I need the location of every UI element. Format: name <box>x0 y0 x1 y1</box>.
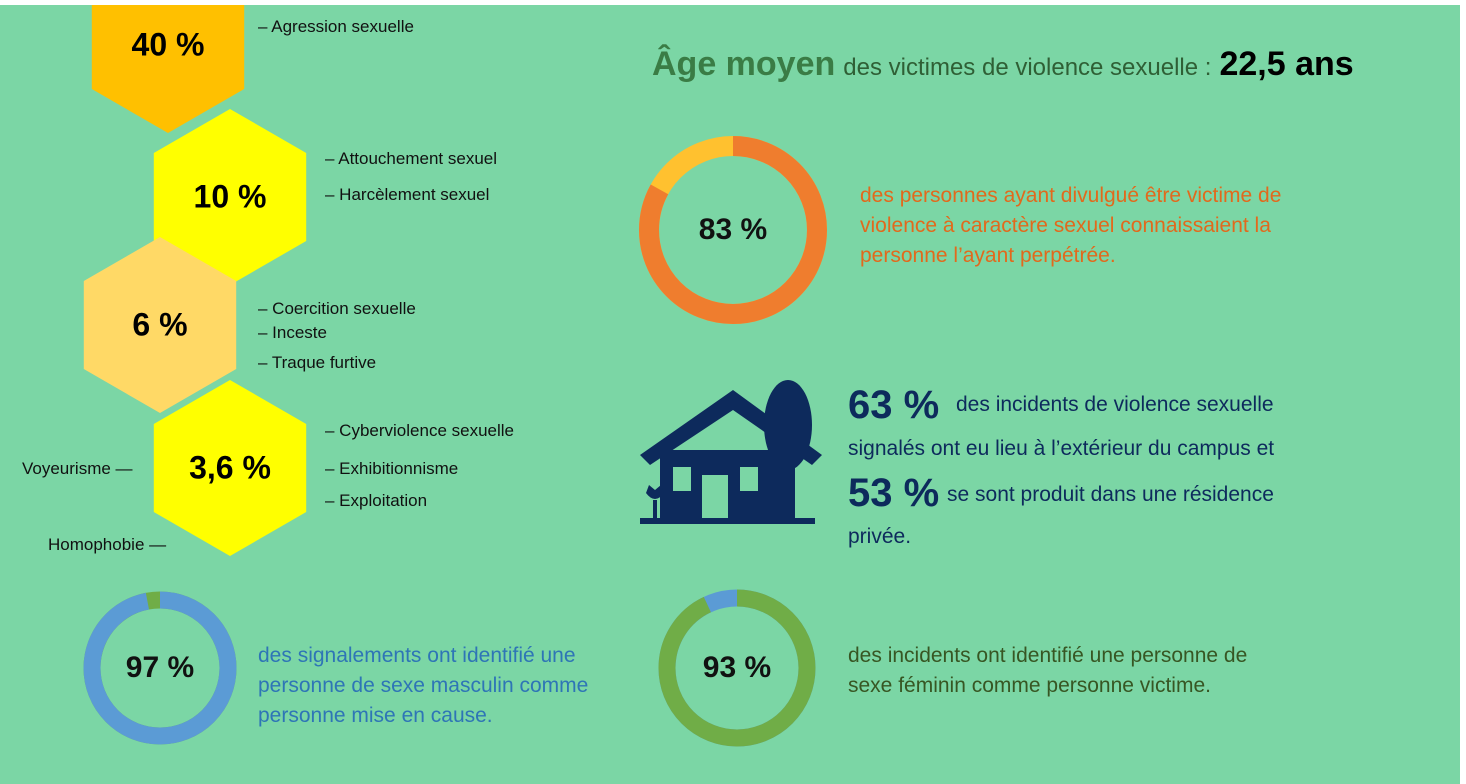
hexagon-item: – Harcèlement sexuel <box>325 185 490 204</box>
donut-text: des personnes ayant divulgué être victim… <box>860 184 1282 207</box>
age-line: Âge moyen des victimes de violence sexuel… <box>652 45 1354 84</box>
hexagon-item: – Exhibitionnisme <box>325 459 459 478</box>
donut-text: personne de sexe masculin comme <box>258 674 589 697</box>
donut-text: sexe féminin comme personne victime. <box>848 674 1211 697</box>
location-text: se sont produit dans une résidence <box>947 483 1274 506</box>
donut-arc <box>639 136 827 324</box>
age-text: des victimes de violence sexuelle : <box>843 54 1212 81</box>
hexagon-label: 10 % <box>193 178 267 215</box>
graphics <box>83 5 827 747</box>
stat: 63 % <box>848 383 940 427</box>
hexagon-item: – Cyberviolence sexuelle <box>325 421 514 440</box>
house-icon <box>640 380 822 524</box>
donut-label: 83 % <box>698 213 768 246</box>
hexagon-item: – Attouchement sexuel <box>325 149 498 168</box>
donut-text: personne l’ayant perpétrée. <box>860 244 1116 267</box>
side-label: Voyeurisme — <box>22 459 133 478</box>
infographic: 40 % – Agression sexuelle 10 % – Attoucheme… <box>0 5 1460 784</box>
donut-text: des incidents ont identifié une personne… <box>848 644 1248 667</box>
donut-label: 97 % <box>125 651 195 684</box>
donut-arc <box>83 591 237 745</box>
hexagon-item: – Inceste <box>258 323 327 342</box>
hexagon <box>91 5 245 133</box>
stat: 53 % <box>848 471 940 515</box>
age-lead: Âge moyen <box>652 45 836 83</box>
hexagon-label: 3,6 % <box>189 449 271 486</box>
hexagon-item: – Traque furtive <box>258 353 377 372</box>
donut-arc <box>658 589 816 747</box>
hexagon <box>153 380 307 556</box>
location-text: signalés ont eu lieu à l’extérieur du ca… <box>848 437 1275 460</box>
donut-label: 93 % <box>702 651 772 684</box>
hexagon-label: 40 % <box>131 26 205 63</box>
donut-text: des signalements ont identifié une <box>258 644 576 667</box>
hexagon-label: 6 % <box>132 306 188 343</box>
hexagon <box>83 237 237 413</box>
hexagon-item: – Agression sexuelle <box>258 17 414 36</box>
hexagon <box>153 109 307 285</box>
location-text: des incidents de violence sexuelle <box>956 393 1274 416</box>
age-value: 22,5 ans <box>1219 45 1354 83</box>
hexagon-item: – Exploitation <box>325 491 428 510</box>
donut-text: personne mise en cause. <box>258 704 493 727</box>
donut-text: violence à caractère sexuel connaissaien… <box>860 214 1271 237</box>
side-label: Homophobie — <box>48 535 167 554</box>
location-text: privée. <box>848 525 912 548</box>
hexagon-item: – Coercition sexuelle <box>258 299 416 318</box>
